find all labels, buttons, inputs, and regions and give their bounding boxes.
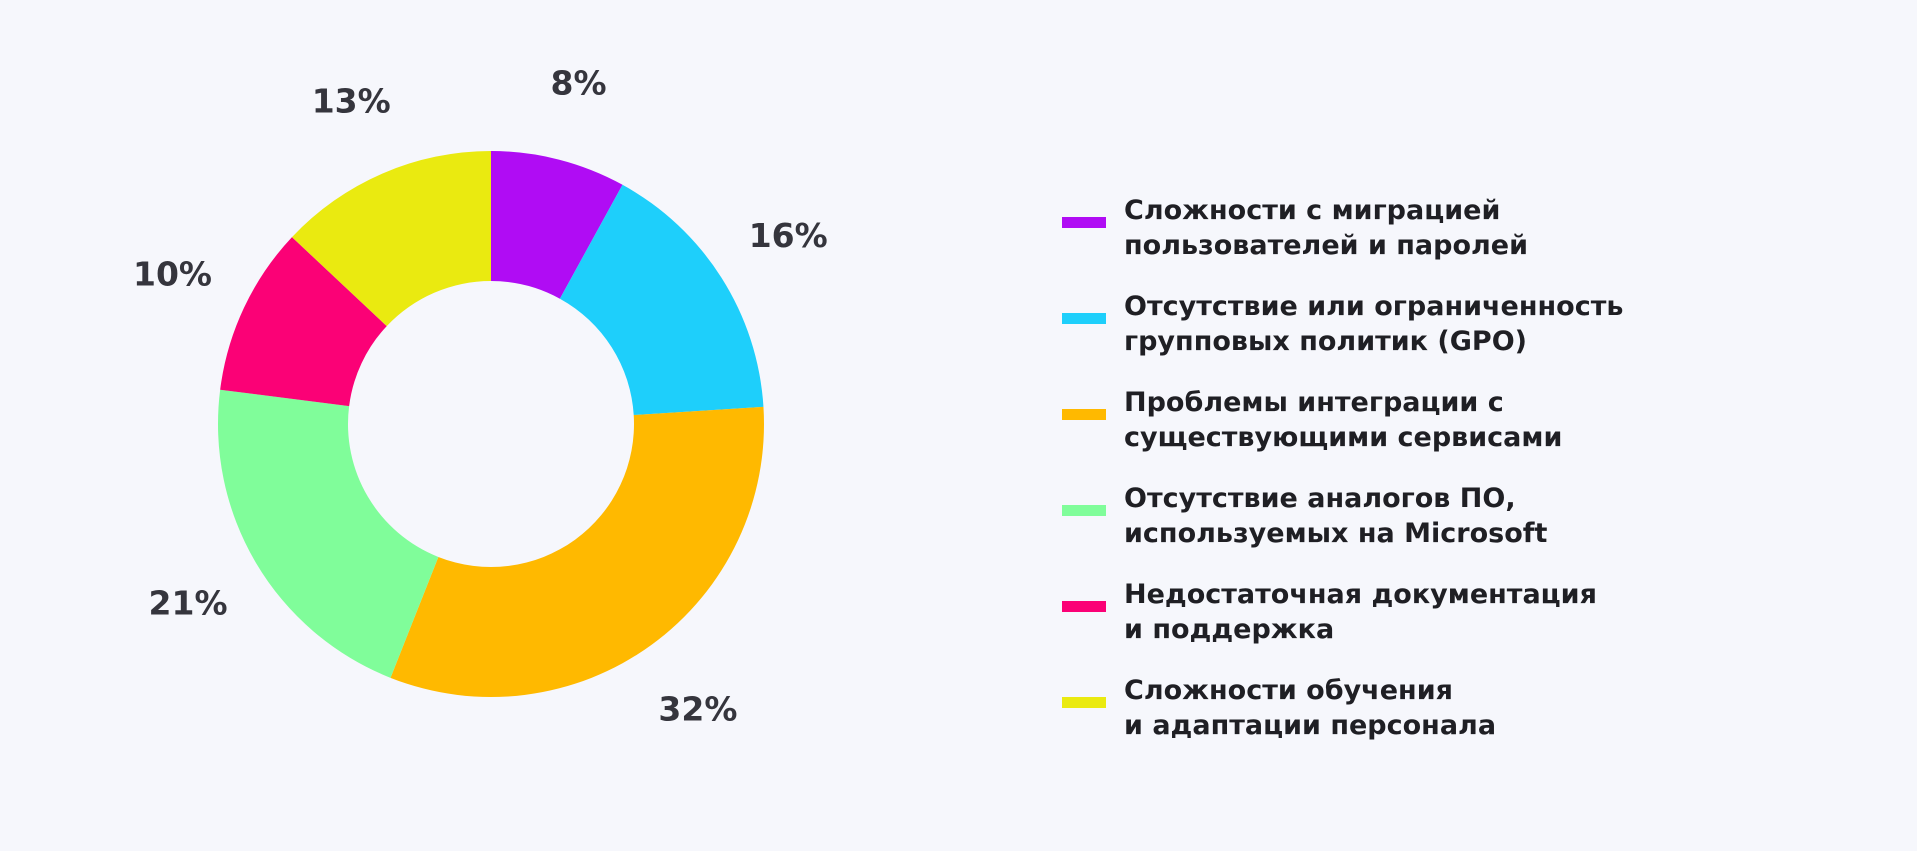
legend-label: Сложности обучения и адаптации персонала (1124, 675, 1497, 741)
slice-value-label-1: 8% (551, 64, 607, 103)
donut-slice-5 (220, 237, 387, 407)
slice-value-label-4: 21% (149, 584, 228, 623)
slices-group (217, 151, 764, 698)
legend-item-3: Проблемы интеграции с существующими серв… (1062, 385, 1862, 481)
donut-slice-3 (390, 406, 764, 698)
legend: Сложности с миграцией пользователей и па… (1062, 193, 1862, 769)
donut-slice-4 (217, 389, 439, 678)
legend-swatch (1062, 409, 1106, 420)
legend-swatch (1062, 601, 1106, 612)
slice-value-label-5: 10% (133, 255, 212, 294)
donut-chart: 8% 16% 32% 21% 10% 13% (133, 64, 828, 729)
legend-swatch (1062, 313, 1106, 324)
donut-slice-6 (291, 151, 491, 327)
slice-value-label-6: 13% (312, 81, 391, 120)
legend-label: Отсутствие или ограниченность групповых … (1124, 291, 1624, 357)
value-labels-group: 8% 16% 32% 21% 10% 13% (133, 64, 828, 729)
legend-item-6: Сложности обучения и адаптации персонала (1062, 673, 1862, 769)
legend-item-2: Отсутствие или ограниченность групповых … (1062, 289, 1862, 385)
legend-item-4: Отсутствие аналогов ПО, используемых на … (1062, 481, 1862, 577)
donut-slice-1 (491, 151, 623, 299)
donut-slice-2 (559, 184, 764, 416)
legend-label: Сложности с миграцией пользователей и па… (1124, 195, 1529, 261)
slice-value-label-2: 16% (749, 216, 828, 255)
slice-value-label-3: 32% (658, 689, 737, 728)
legend-swatch (1062, 217, 1106, 228)
legend-item-5: Недостаточная документация и поддержка (1062, 577, 1862, 673)
legend-swatch (1062, 505, 1106, 516)
legend-item-1: Сложности с миграцией пользователей и па… (1062, 193, 1862, 289)
legend-label: Отсутствие аналогов ПО, используемых на … (1124, 483, 1548, 549)
legend-swatch (1062, 697, 1106, 708)
legend-label: Проблемы интеграции с существующими серв… (1124, 387, 1563, 453)
legend-label: Недостаточная документация и поддержка (1124, 579, 1597, 645)
